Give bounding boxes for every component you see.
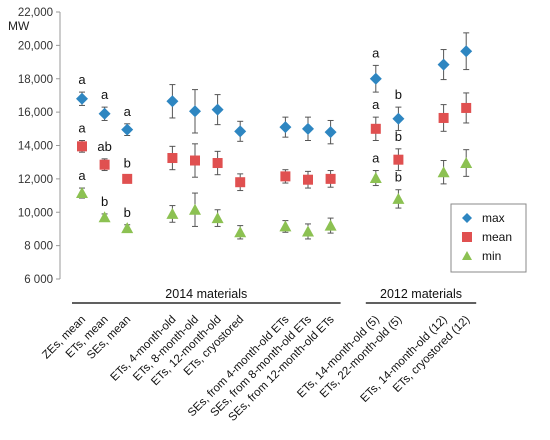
significance-letter: b: [124, 156, 131, 171]
data-point-mean: [438, 112, 449, 123]
data-point-max: [279, 121, 292, 134]
data-point-max: [302, 122, 314, 135]
data-point-mean: [325, 173, 336, 184]
data-point-min: [392, 192, 405, 204]
data-point-min: [302, 225, 314, 237]
data-point-min: [279, 220, 292, 232]
data-point-mean: [235, 177, 246, 188]
data-point-min: [76, 187, 88, 199]
data-point-max: [166, 95, 179, 108]
y-tick-label: 18,000: [18, 74, 53, 86]
data-point-min: [234, 226, 247, 238]
data-point-max: [189, 105, 201, 118]
legend-marker-max: [462, 213, 472, 223]
data-point-mean: [393, 154, 404, 165]
significance-letter: a: [78, 120, 86, 135]
y-tick-label: 22,000: [18, 7, 53, 19]
data-point-min: [324, 219, 337, 231]
significance-letter: a: [372, 97, 380, 112]
significance-letter: b: [124, 205, 131, 220]
data-point-max: [437, 58, 450, 71]
y-axis-label: MW: [8, 19, 30, 33]
data-point-mean: [370, 123, 381, 134]
y-tick-label: 8 000: [24, 241, 53, 253]
y-tick-label: 14,000: [18, 141, 53, 153]
data-point-mean: [280, 171, 291, 182]
y-tick-label: 6 000: [24, 274, 53, 286]
legend-label-mean: mean: [482, 230, 512, 244]
data-point-max: [392, 112, 405, 125]
legend-marker-min: [462, 251, 472, 260]
data-point-min: [166, 207, 179, 219]
data-point-max: [234, 125, 247, 138]
data-point-min: [369, 172, 382, 184]
data-point-min: [437, 166, 450, 178]
y-tick-label: 16,000: [18, 107, 53, 119]
data-point-mean: [167, 153, 178, 164]
data-point-max: [369, 72, 382, 85]
data-point-min: [189, 203, 201, 215]
data-point-max: [121, 123, 134, 136]
data-point-mean: [212, 158, 223, 169]
legend: max mean min: [450, 203, 527, 273]
data-point-max: [324, 126, 337, 139]
data-point-min: [211, 212, 224, 224]
legend-label-min: min: [482, 249, 501, 263]
data-point-max: [76, 92, 88, 105]
data-point-mean: [99, 159, 110, 170]
y-tick-label: 12,000: [18, 174, 53, 186]
significance-letter: a: [78, 168, 86, 183]
legend-label-max: max: [482, 211, 505, 225]
data-point-mean: [77, 141, 87, 152]
significance-letter: b: [395, 129, 402, 144]
significance-letter: a: [78, 72, 86, 87]
significance-letter: ab: [97, 139, 111, 154]
data-point-max: [460, 45, 473, 58]
data-point-min: [460, 157, 473, 169]
data-point-max: [211, 103, 224, 116]
significance-letter: a: [372, 45, 380, 60]
legend-marker-mean: [462, 232, 472, 242]
y-tick-label: 20,000: [18, 40, 53, 52]
significance-letter: a: [101, 87, 109, 102]
significance-letter: b: [395, 170, 402, 185]
data-point-min: [121, 222, 134, 234]
data-point-min: [98, 211, 111, 223]
data-point-max: [98, 107, 111, 120]
data-point-mean: [122, 173, 133, 184]
data-point-mean: [461, 102, 472, 113]
significance-letter: b: [395, 87, 402, 102]
group-label: 2012 materials: [380, 287, 462, 301]
axes: 6 000 8 000 10,000 12,000 14,000 16,000 18,000…: [8, 7, 61, 286]
significance-letter: b: [101, 194, 108, 209]
data-point-mean: [303, 174, 313, 185]
group-label: 2014 materials: [165, 287, 247, 301]
data-point-mean: [190, 155, 200, 166]
significance-letter: a: [124, 104, 132, 119]
significance-letter: a: [372, 151, 380, 166]
y-tick-label: 10,000: [18, 207, 53, 219]
